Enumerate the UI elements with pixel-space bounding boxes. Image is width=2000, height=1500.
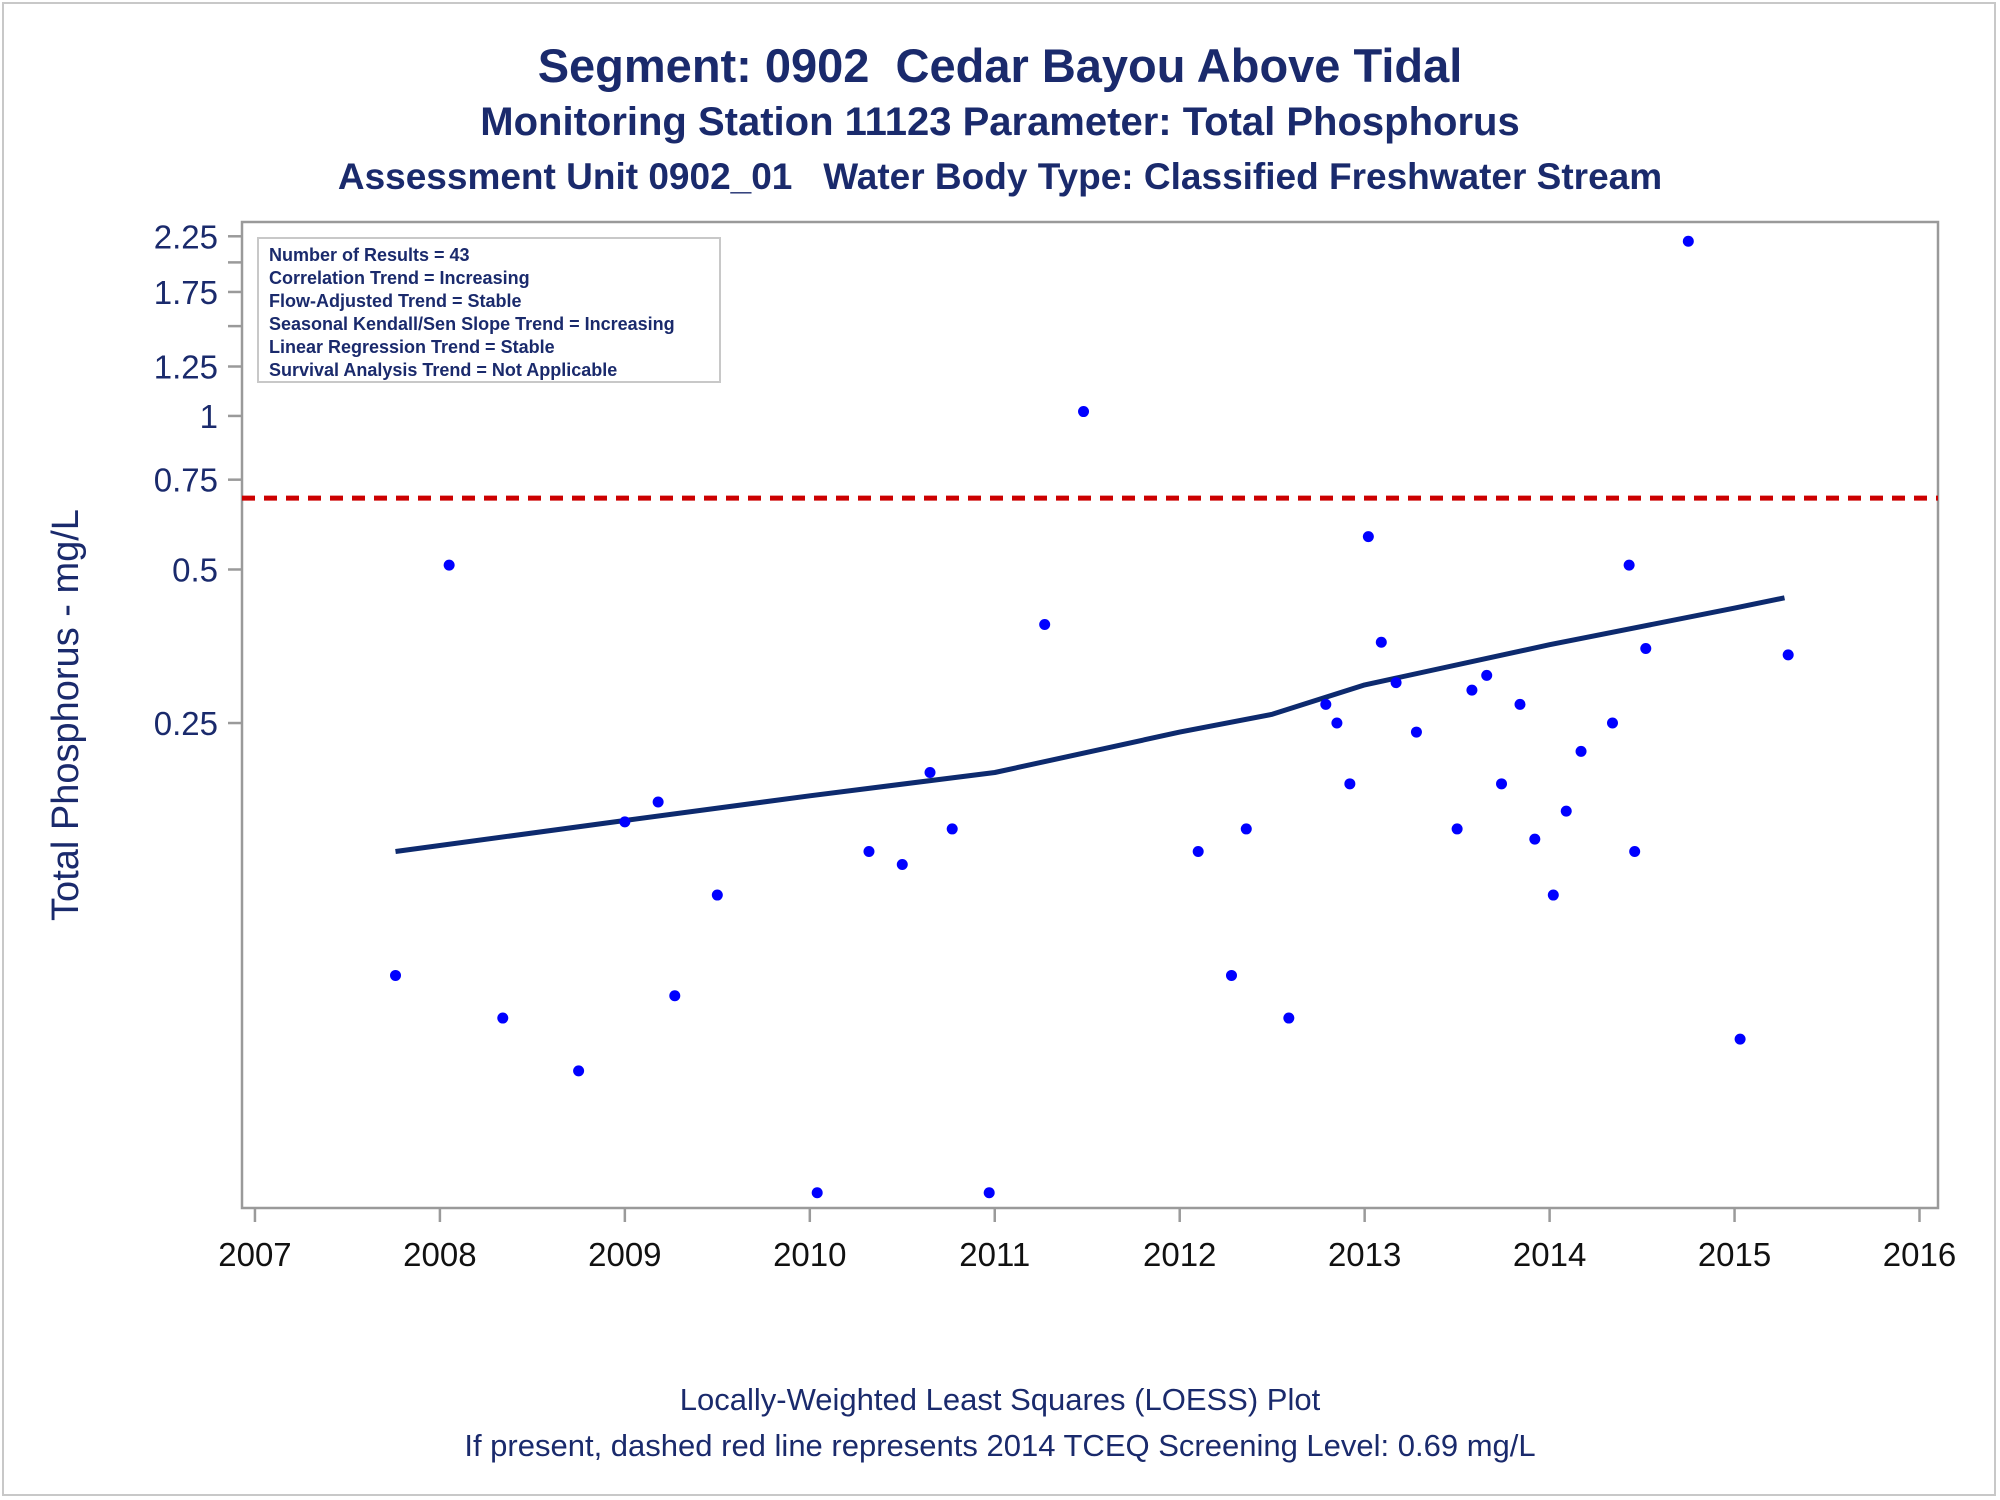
data-point (1225, 969, 1237, 981)
chart-title: Segment: 0902 Cedar Bayou Above Tidal (537, 39, 1463, 92)
chart-subtitle-station: Monitoring Station 11123 Parameter: Tota… (480, 100, 1520, 144)
data-point (1782, 649, 1794, 661)
y-tick-label: 1.25 (154, 349, 218, 386)
x-tick-label: 2010 (773, 1236, 846, 1273)
data-point (497, 1012, 509, 1024)
data-point (1344, 778, 1356, 790)
data-point (1362, 531, 1374, 543)
data-point (924, 766, 936, 778)
y-tick-label: 2.25 (154, 218, 218, 255)
data-point (1331, 717, 1343, 729)
data-point (1320, 698, 1332, 710)
stats-box-line: Linear Regression Trend = Stable (269, 337, 555, 357)
data-point (1283, 1012, 1295, 1024)
footnote-loess: Locally-Weighted Least Squares (LOESS) P… (679, 1382, 1321, 1417)
data-point (983, 1187, 995, 1199)
y-tick-label: 0.25 (154, 705, 218, 742)
data-point (1410, 726, 1422, 738)
data-point (1192, 845, 1204, 857)
data-point (1078, 406, 1090, 418)
y-tick-label: 1.75 (154, 274, 218, 311)
data-point (1734, 1033, 1746, 1045)
data-point (390, 969, 402, 981)
data-point (1496, 778, 1508, 790)
x-tick-label: 2013 (1328, 1236, 1401, 1273)
data-point (1560, 805, 1572, 817)
data-point (1629, 845, 1641, 857)
stats-box-line: Flow-Adjusted Trend = Stable (269, 291, 522, 311)
data-point (946, 823, 958, 835)
data-point (1606, 717, 1618, 729)
data-point (652, 796, 664, 808)
data-point (1623, 559, 1635, 571)
data-point (1240, 823, 1252, 835)
stats-box-line: Correlation Trend = Increasing (269, 268, 530, 288)
x-tick-label: 2016 (1883, 1236, 1956, 1273)
data-point (811, 1187, 823, 1199)
data-point (619, 816, 631, 828)
data-point (1575, 745, 1587, 757)
plot-area-border (240, 220, 1940, 1210)
y-tick-label: 0.5 (172, 551, 218, 588)
footnote-screening-level: If present, dashed red line represents 2… (464, 1428, 1536, 1463)
x-tick-label: 2014 (1513, 1236, 1586, 1273)
x-tick-label: 2009 (588, 1236, 661, 1273)
y-tick-label: 1 (200, 398, 218, 435)
data-point (896, 859, 908, 871)
stats-box-line: Seasonal Kendall/Sen Slope Trend = Incre… (269, 314, 675, 334)
stats-box-line: Number of Results = 43 (269, 245, 470, 265)
data-point (1481, 669, 1493, 681)
data-point (1529, 833, 1541, 845)
data-point (1682, 235, 1694, 247)
data-point (1451, 823, 1463, 835)
data-point (1640, 642, 1652, 654)
data-point (669, 990, 681, 1002)
x-tick-label: 2012 (1143, 1236, 1216, 1273)
x-tick-label: 2008 (403, 1236, 476, 1273)
stats-box (257, 237, 721, 383)
data-point (1375, 636, 1387, 648)
data-point (1547, 889, 1559, 901)
x-tick-label: 2007 (218, 1236, 291, 1273)
data-point (573, 1065, 585, 1077)
y-tick-label: 0.75 (154, 462, 218, 499)
data-point (1390, 677, 1402, 689)
x-tick-label: 2011 (959, 1236, 1030, 1273)
data-point (443, 559, 455, 571)
data-point (1514, 698, 1526, 710)
data-point (1466, 684, 1478, 696)
data-point (1039, 619, 1051, 631)
data-point (863, 845, 875, 857)
x-tick-label: 2015 (1698, 1236, 1771, 1273)
chart-subtitle-assessment: Assessment Unit 0902_01 Water Body Type:… (337, 156, 1663, 197)
stats-box-line: Survival Analysis Trend = Not Applicable (269, 360, 617, 380)
data-point (711, 889, 723, 901)
loess-trend-line (395, 595, 1786, 854)
y-axis-label: Total Phosphorus - mg/L (45, 509, 87, 921)
